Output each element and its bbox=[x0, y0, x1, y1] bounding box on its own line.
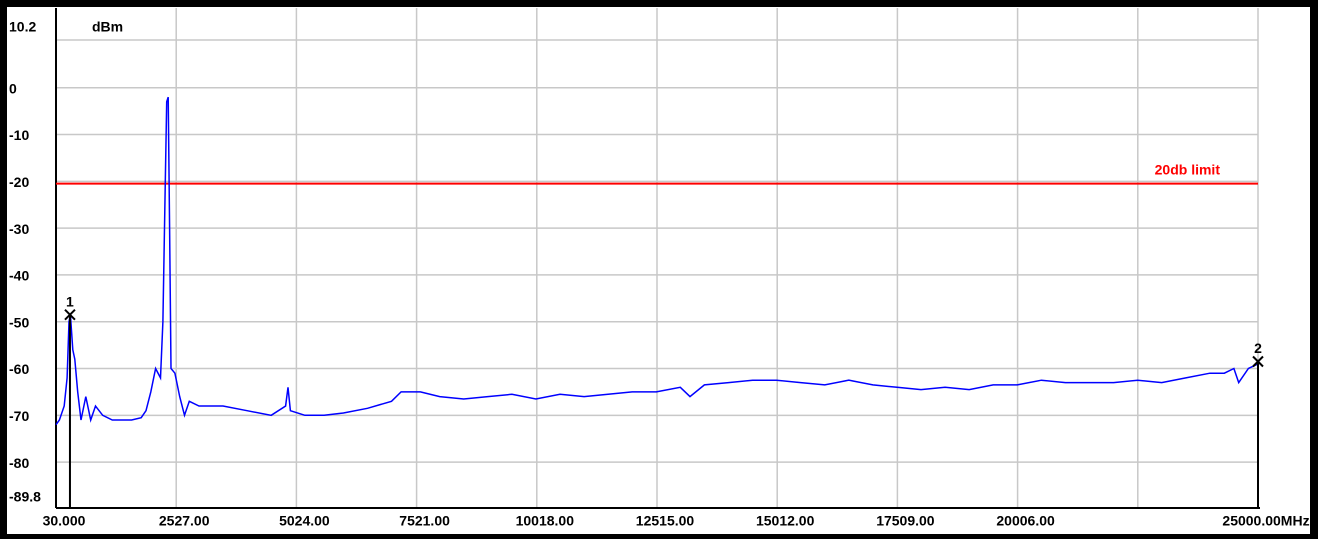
y-tick-label: -60 bbox=[9, 361, 29, 377]
x-tick-label: 5024.00 bbox=[279, 513, 330, 529]
x-tick-label: 10018.00 bbox=[516, 513, 575, 529]
x-tick-label: 25000.00MHz bbox=[1222, 513, 1309, 529]
marker-label: 2 bbox=[1254, 340, 1262, 356]
x-tick-label: 12515.00 bbox=[636, 513, 695, 529]
marker-cross bbox=[1252, 355, 1264, 368]
x-tick-label: 2527.00 bbox=[159, 513, 210, 529]
y-unit: dBm bbox=[92, 19, 123, 35]
marker-cross bbox=[64, 309, 76, 321]
y-tick-label: 10.2 bbox=[9, 19, 36, 35]
y-tick-label: -30 bbox=[9, 221, 29, 237]
y-tick-label: -89.8 bbox=[9, 489, 41, 505]
y-tick-label: -70 bbox=[9, 408, 29, 424]
x-tick-label: 30.000 bbox=[43, 513, 86, 529]
limit-label: 20db limit bbox=[1155, 161, 1221, 177]
y-tick-label: -20 bbox=[9, 174, 29, 190]
y-tick-label: -50 bbox=[9, 314, 29, 330]
x-tick-label: 7521.00 bbox=[399, 513, 450, 529]
trace bbox=[55, 96, 1259, 426]
screen bbox=[7, 7, 1310, 534]
x-tick-label: 17509.00 bbox=[876, 513, 935, 529]
marker-label: 1 bbox=[66, 293, 74, 309]
x-tick-label: 15012.00 bbox=[756, 513, 815, 529]
x-tick-label: 20006.00 bbox=[996, 513, 1055, 529]
y-tick-label: -40 bbox=[9, 268, 29, 284]
y-tick-label: 0 bbox=[9, 80, 17, 96]
y-tick-label: -10 bbox=[9, 127, 29, 143]
y-tick-label: -80 bbox=[9, 455, 29, 471]
